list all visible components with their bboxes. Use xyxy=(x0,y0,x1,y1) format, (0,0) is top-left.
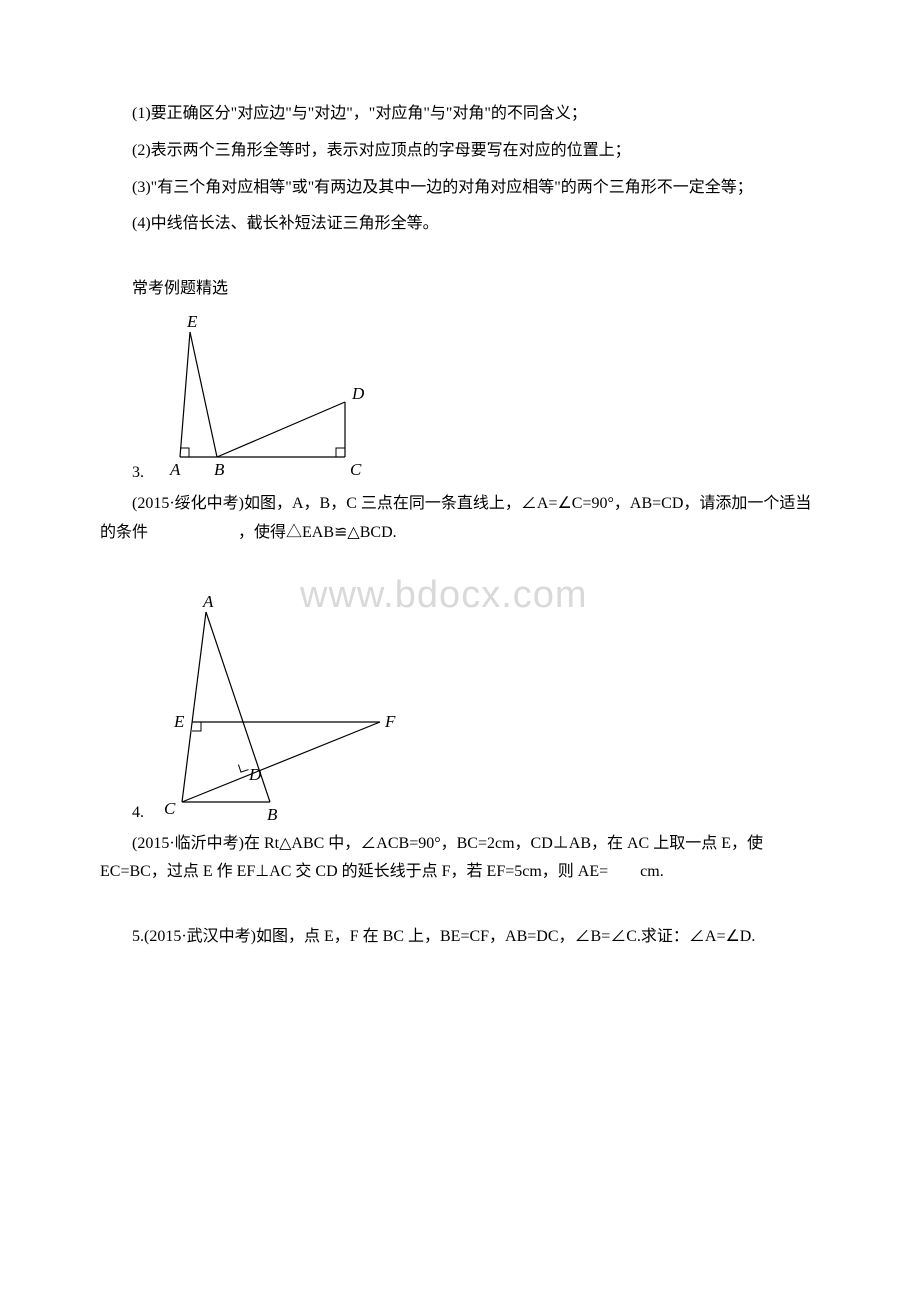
paragraph-1: (1)要正确区分"对应边"与"对边"，"对应角"与"对角"的不同含义； xyxy=(100,100,820,129)
svg-text:D: D xyxy=(351,384,365,403)
question-5: 5.(2015·武汉中考)如图，点 E，F 在 BC 上，BE=CF，AB=DC… xyxy=(100,923,820,952)
svg-text:E: E xyxy=(173,712,185,731)
svg-text:A: A xyxy=(169,460,181,479)
svg-text:D: D xyxy=(248,765,262,784)
svg-text:B: B xyxy=(267,805,278,822)
svg-text:F: F xyxy=(384,712,396,731)
svg-text:C: C xyxy=(350,460,362,479)
figure-4-number: 4. xyxy=(132,804,144,822)
svg-text:A: A xyxy=(202,592,214,611)
figure-4-diagram: A E C B D F xyxy=(150,592,400,822)
paragraph-3: (3)"有三个角对应相等"或"有两边及其中一边的对角对应相等"的两个三角形不一定… xyxy=(100,174,820,203)
question-4: (2015·临沂中考)在 Rt△ABC 中，∠ACB=90°，BC=2cm，CD… xyxy=(100,830,820,888)
svg-text:E: E xyxy=(186,312,198,331)
figure-3-diagram: E A B C D xyxy=(150,312,380,482)
blank-fill xyxy=(148,536,238,537)
question-3-text-b: ，使得△EAB≌△BCD. xyxy=(238,524,397,541)
figure-3-number: 3. xyxy=(132,464,144,482)
svg-text:C: C xyxy=(164,799,176,818)
svg-text:B: B xyxy=(214,460,225,479)
figure-3-container: 3. E A B C D xyxy=(132,312,820,482)
paragraph-4: (4)中线倍长法、截长补短法证三角形全等。 xyxy=(100,210,820,239)
question-3-text-a: (2015·绥化中考)如图，A，B，C 三点在同一条直线上，∠A=∠C=90°，… xyxy=(100,495,811,541)
question-3: (2015·绥化中考)如图，A，B，C 三点在同一条直线上，∠A=∠C=90°，… xyxy=(100,490,820,548)
figure-4-container: 4. A E C B D F xyxy=(132,592,820,822)
section-title: 常考例题精选 xyxy=(100,275,820,304)
paragraph-2: (2)表示两个三角形全等时，表示对应顶点的字母要写在对应的位置上； xyxy=(100,137,820,166)
